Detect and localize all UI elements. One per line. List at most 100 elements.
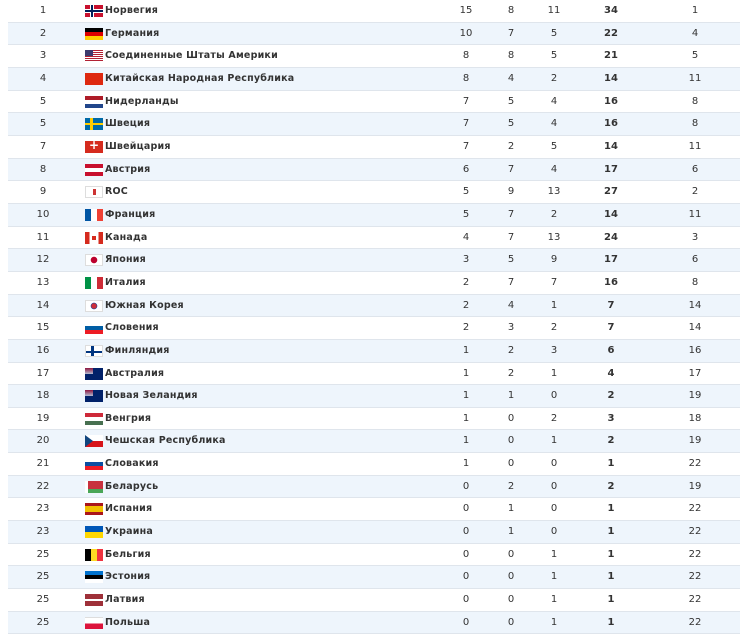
bronze-count: 0: [550, 458, 558, 470]
silver-count: 2: [507, 344, 515, 356]
country-name: Швейцария: [105, 140, 171, 152]
total-count: 14: [604, 140, 618, 152]
country-name: Эстония: [105, 571, 151, 583]
gold-count: 0: [462, 594, 470, 606]
silver-count: 0: [507, 594, 515, 606]
gold-count: 2: [462, 299, 470, 311]
silver-count: 7: [507, 276, 515, 288]
country-name: Южная Корея: [105, 299, 184, 311]
country-name: Норвегия: [105, 5, 159, 16]
bronze-count: 4: [550, 118, 558, 130]
bronze-count: 0: [550, 390, 558, 402]
total-count: 1: [607, 458, 615, 470]
gold-count: 2: [462, 322, 470, 334]
flag-de-icon: [85, 27, 103, 40]
flag-cz-icon: [85, 435, 103, 448]
table-row: 19 Венгрия 1 0 2 3 18: [8, 408, 740, 431]
gold-count: 0: [462, 480, 470, 492]
table-row: 12 Япония 3 5 9 17 6: [8, 249, 740, 272]
bronze-count: 1: [550, 299, 558, 311]
gold-count: 1: [462, 390, 470, 402]
bronze-count: 1: [550, 548, 558, 560]
flag-us-icon: [85, 50, 103, 63]
gold-count: 0: [462, 616, 470, 628]
silver-count: 2: [507, 367, 515, 379]
gold-count: 0: [462, 503, 470, 515]
place-by-total: 1: [691, 5, 699, 16]
place-by-total: 19: [688, 480, 702, 492]
flag-kr-icon: [85, 299, 103, 312]
gold-count: 5: [462, 186, 470, 198]
total-count: 16: [604, 118, 618, 130]
table-row: 7 Швейцария 7 2 5 14 11: [8, 136, 740, 159]
rank-cell: 4: [39, 72, 47, 84]
country-name: Беларусь: [105, 480, 159, 492]
rank-cell: 2: [39, 27, 47, 39]
rank-cell: 18: [36, 390, 50, 402]
place-by-total: 11: [688, 72, 702, 84]
table-row: 25 Польша 0 0 1 1 22: [8, 611, 740, 635]
total-count: 14: [604, 72, 618, 84]
bronze-count: 1: [550, 594, 558, 606]
silver-count: 1: [507, 503, 515, 515]
bronze-count: 5: [550, 140, 558, 152]
country-name: ROC: [105, 186, 128, 198]
gold-count: 5: [462, 208, 470, 220]
rank-cell: 12: [36, 254, 50, 266]
total-count: 2: [607, 435, 615, 447]
place-by-total: 2: [691, 186, 699, 198]
total-count: 7: [607, 322, 615, 334]
place-by-total: 17: [688, 367, 702, 379]
gold-count: 15: [459, 5, 473, 16]
rank-cell: 5: [39, 118, 47, 130]
gold-count: 7: [462, 95, 470, 107]
bronze-count: 5: [550, 27, 558, 39]
gold-count: 1: [462, 344, 470, 356]
total-count: 1: [607, 571, 615, 583]
table-row: 5 Швеция 7 5 4 16 8: [8, 113, 740, 136]
silver-count: 2: [507, 140, 515, 152]
bronze-count: 2: [550, 72, 558, 84]
rank-cell: 10: [36, 208, 50, 220]
total-count: 16: [604, 95, 618, 107]
flag-fr-icon: [85, 208, 103, 221]
bronze-count: 2: [550, 208, 558, 220]
bronze-count: 7: [550, 276, 558, 288]
country-name: Германия: [105, 27, 160, 39]
flag-at-icon: [85, 163, 103, 176]
total-count: 17: [604, 254, 618, 266]
place-by-total: 3: [691, 231, 699, 243]
bronze-count: 5: [550, 50, 558, 62]
bronze-count: 13: [547, 186, 561, 198]
bronze-count: 1: [550, 616, 558, 628]
place-by-total: 22: [688, 458, 702, 470]
rank-cell: 23: [36, 503, 50, 515]
table-row: 22 Беларусь 0 2 0 2 19: [8, 475, 740, 499]
table-row: 23 Украина 0 1 0 1 22: [8, 521, 740, 544]
table-row: 1 Норвегия 15 8 11 34 1: [8, 0, 740, 23]
rank-cell: 5: [39, 95, 47, 107]
total-count: 17: [604, 163, 618, 175]
total-count: 1: [607, 548, 615, 560]
total-count: 2: [607, 480, 615, 492]
place-by-total: 5: [691, 50, 699, 62]
bronze-count: 1: [550, 435, 558, 447]
silver-count: 7: [507, 27, 515, 39]
bronze-count: 1: [550, 367, 558, 379]
silver-count: 7: [507, 163, 515, 175]
table-row: 25 Эстония 0 0 1 1 22: [8, 566, 740, 590]
place-by-total: 8: [691, 118, 699, 130]
place-by-total: 4: [691, 27, 699, 39]
bronze-count: 0: [550, 503, 558, 515]
place-by-total: 6: [691, 254, 699, 266]
silver-count: 1: [507, 390, 515, 402]
country-name: Китайская Народная Республика: [105, 72, 295, 84]
silver-count: 5: [507, 254, 515, 266]
country-name: Нидерланды: [105, 95, 179, 107]
rank-cell: 25: [36, 571, 50, 583]
silver-count: 4: [507, 72, 515, 84]
place-by-total: 14: [688, 322, 702, 334]
place-by-total: 14: [688, 299, 702, 311]
country-name: Япония: [105, 254, 146, 266]
flag-ua-icon: [85, 526, 103, 539]
